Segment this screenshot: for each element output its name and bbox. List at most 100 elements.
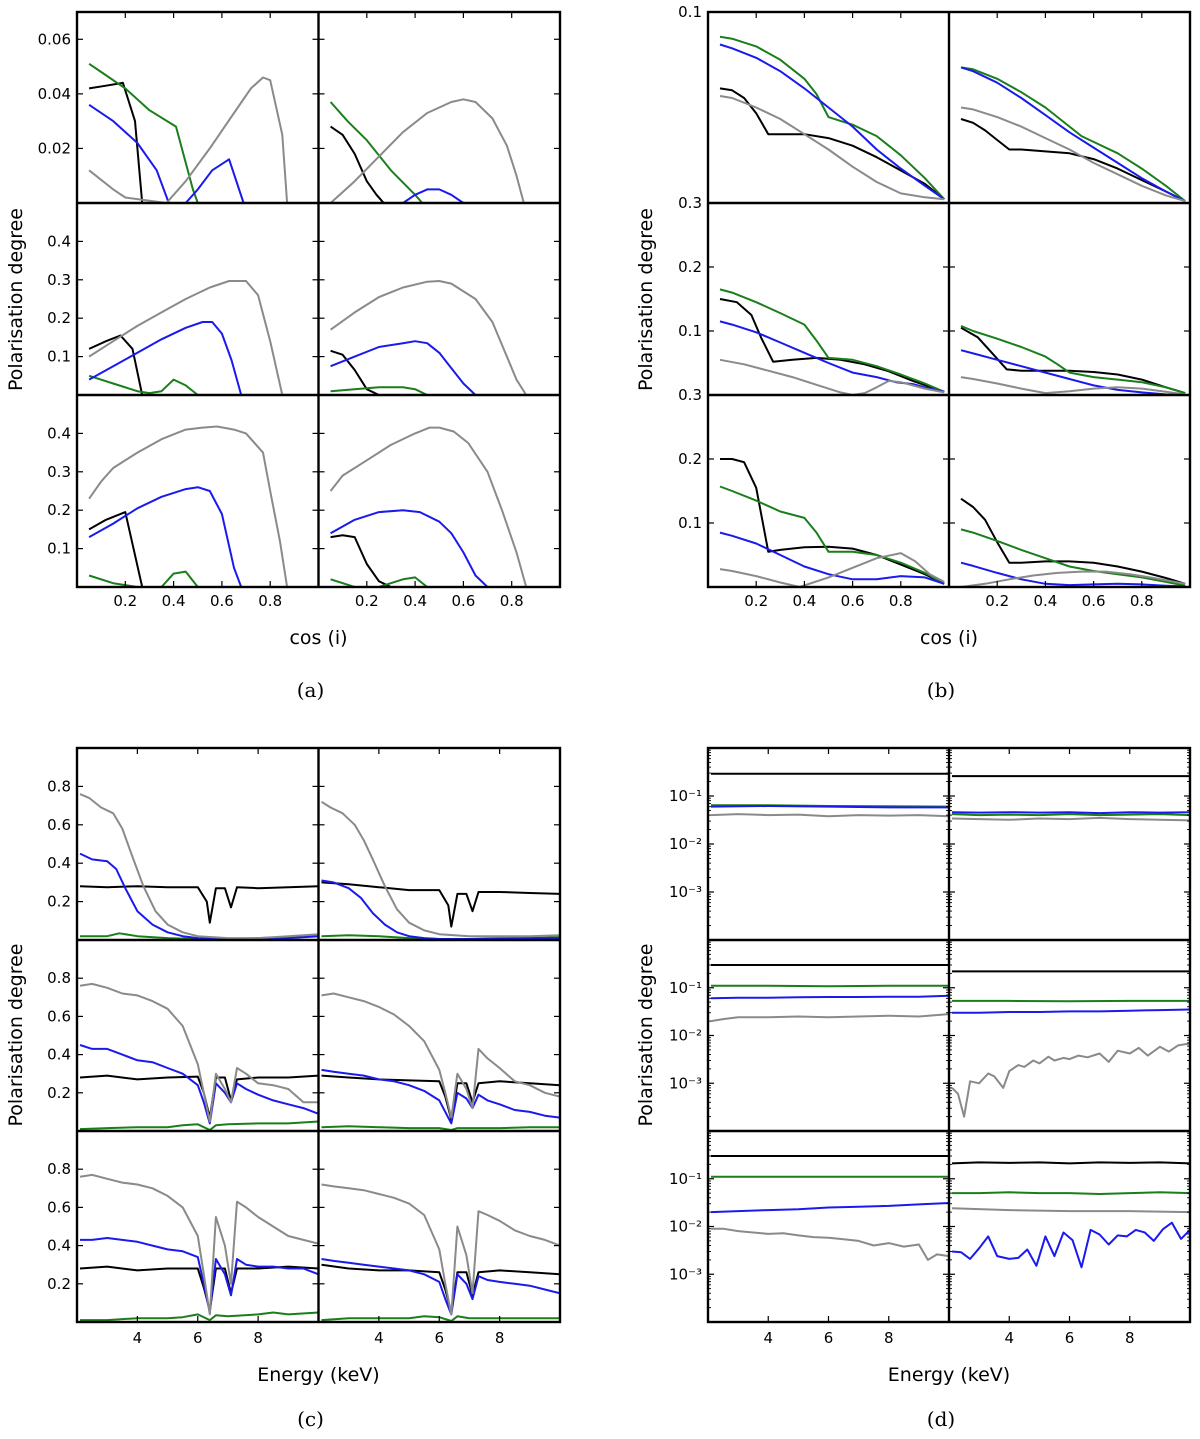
series-line-gray-r1c1 <box>321 992 560 1119</box>
x-tick-label: 6 <box>434 1329 444 1347</box>
series-line-green-r0c1 <box>329 101 424 204</box>
series-line-black-r2c1 <box>330 534 392 587</box>
series-line-green-r0c1 <box>951 813 1190 817</box>
series-line-green-r0c0 <box>719 35 945 200</box>
series-line-black-r1c1 <box>321 1074 560 1121</box>
x-tick-label: 8 <box>495 1329 505 1347</box>
chart-a: 0.02 0.04 0.06 0.1 0.2 0.3 0.4 0.1 0.2 0.3 0.4 0.2 0… <box>5 10 562 702</box>
series-line-blue-r1c1 <box>952 1008 1190 1014</box>
subfigure-caption: (d) <box>927 1407 955 1431</box>
x-axis-label: Energy (keV) <box>257 1364 379 1386</box>
y-tick-label: 0.2 <box>47 893 71 911</box>
x-tick-label: 6 <box>1065 1329 1075 1347</box>
series-line-green-r2c1 <box>952 1191 1190 1195</box>
x-tick-label: 4 <box>133 1329 143 1347</box>
y-tick-label: 0.02 <box>38 139 71 157</box>
y-tick-label: 0.2 <box>678 450 702 468</box>
y-tick-label: 10⁻³ <box>669 883 702 901</box>
series-line-gray-r0c1 <box>329 98 525 204</box>
y-tick-label: 0.2 <box>47 501 71 519</box>
y-tick-label: 0.1 <box>47 540 71 558</box>
subfigure-caption: (a) <box>297 678 325 702</box>
series-line-blue-r2c1 <box>960 561 1186 587</box>
series-line-black-r2c1 <box>951 1161 1190 1165</box>
y-tick-label: 0.4 <box>47 1046 71 1064</box>
x-tick-label: 0.4 <box>1033 592 1057 610</box>
y-tick-label: 10⁻¹ <box>669 979 702 997</box>
x-tick-label: 0.8 <box>500 592 524 610</box>
series-line-blue-r1c0 <box>88 321 243 396</box>
series-line-gray-r2c0 <box>88 425 289 587</box>
x-tick-label: 6 <box>193 1329 203 1347</box>
series-line-green-r2c0 <box>88 570 199 587</box>
y-axis-label: Polarisation degree <box>635 944 657 1127</box>
subfigure-caption: (b) <box>927 678 955 702</box>
series-line-gray-r0c0 <box>719 95 945 201</box>
x-tick-label: 8 <box>1125 1329 1135 1347</box>
x-tick-label: 0.4 <box>792 592 816 610</box>
x-tick-label: 0.6 <box>210 592 234 610</box>
chart-d: 10⁻¹ 10⁻² 10⁻³ 10⁻¹ 10⁻² 10⁻³ 10⁻¹ 10⁻² 10⁻³ 4 4 6 6… <box>635 746 1192 1431</box>
series-line-gray-r0c0 <box>88 76 289 204</box>
series-line-black-r0c1 <box>321 881 560 928</box>
series-line-blue-r1c0 <box>719 320 945 393</box>
series-line-green-r2c0 <box>80 1311 319 1322</box>
y-tick-label: 0.6 <box>47 816 71 834</box>
series-line-green-r1c0 <box>88 374 199 396</box>
y-axis-label: Polarisation degree <box>5 208 27 391</box>
x-tick-label: 0.2 <box>744 592 768 610</box>
series-line-green-r2c1 <box>330 576 428 587</box>
y-tick-label: 0.06 <box>38 30 71 48</box>
series-line-gray-r2c0 <box>79 1173 319 1316</box>
series-line-blue-r1c1 <box>321 1068 560 1125</box>
plot-area-a <box>88 62 528 587</box>
series-line-gray-r0c1 <box>320 800 560 938</box>
y-axis-label: Polarisation degree <box>635 208 657 391</box>
series-line-gray-r2c0 <box>711 1227 950 1261</box>
chart-c: 0.2 0.4 0.6 0.8 0.2 0.4 0.6 0.8 0.2 0.4 0.6 0.8 4 4 6 6… <box>5 746 562 1431</box>
x-tick-label: 6 <box>824 1329 834 1347</box>
y-tick-label: 0.8 <box>47 777 71 795</box>
x-tick-label: 0.2 <box>113 592 137 610</box>
y-tick-label: 0.6 <box>47 1007 71 1025</box>
series-line-black-r1c0 <box>719 298 945 393</box>
series-line-black-r0c0 <box>88 81 144 204</box>
series-line-gray-r2c1 <box>329 426 528 587</box>
y-tick-label: 0.1 <box>678 514 702 532</box>
series-line-blue-r0c1 <box>402 188 464 204</box>
series-line-green-r1c0 <box>79 1120 319 1131</box>
x-tick-label: 0.4 <box>162 592 186 610</box>
x-tick-label: 0.8 <box>258 592 282 610</box>
y-tick-label: 0.2 <box>47 1084 71 1102</box>
y-tick-label: 0.1 <box>678 3 702 21</box>
series-line-black-r1c1 <box>960 326 1186 395</box>
series-line-black-r2c0 <box>79 1265 319 1312</box>
series-line-black-r0c1 <box>330 125 385 204</box>
y-tick-label: 10⁻³ <box>669 1265 702 1283</box>
series-line-green-r1c0 <box>719 288 945 393</box>
y-tick-label: 10⁻¹ <box>669 1170 702 1188</box>
y-tick-label: 0.2 <box>47 309 71 327</box>
x-tick-label: 0.6 <box>451 592 475 610</box>
y-tick-label: 0.6 <box>47 1198 71 1216</box>
plot-area-d <box>710 772 1190 1269</box>
series-line-blue-r2c0 <box>710 1202 950 1214</box>
series-line-gray-r1c0 <box>79 982 319 1123</box>
series-line-black-r1c1 <box>330 349 380 396</box>
series-line-black-r0c0 <box>719 87 945 200</box>
y-tick-label: 10⁻³ <box>669 1074 702 1092</box>
series-line-gray-r2c1 <box>321 1183 560 1316</box>
y-tick-label: 0.8 <box>47 1160 71 1178</box>
y-tick-label: 0.4 <box>47 424 71 442</box>
x-tick-label: 4 <box>374 1329 384 1347</box>
y-tick-label: 0.04 <box>38 85 71 103</box>
series-line-green-r2c0 <box>719 485 945 585</box>
series-line-black-r2c0 <box>88 511 144 587</box>
x-tick-label: 4 <box>763 1329 773 1347</box>
series-line-blue-r2c0 <box>719 531 945 585</box>
series-line-blue-r0c0 <box>710 805 949 809</box>
y-tick-label: 10⁻² <box>669 835 702 853</box>
y-tick-label: 0.2 <box>47 1275 71 1293</box>
series-line-green-r1c1 <box>330 386 428 396</box>
